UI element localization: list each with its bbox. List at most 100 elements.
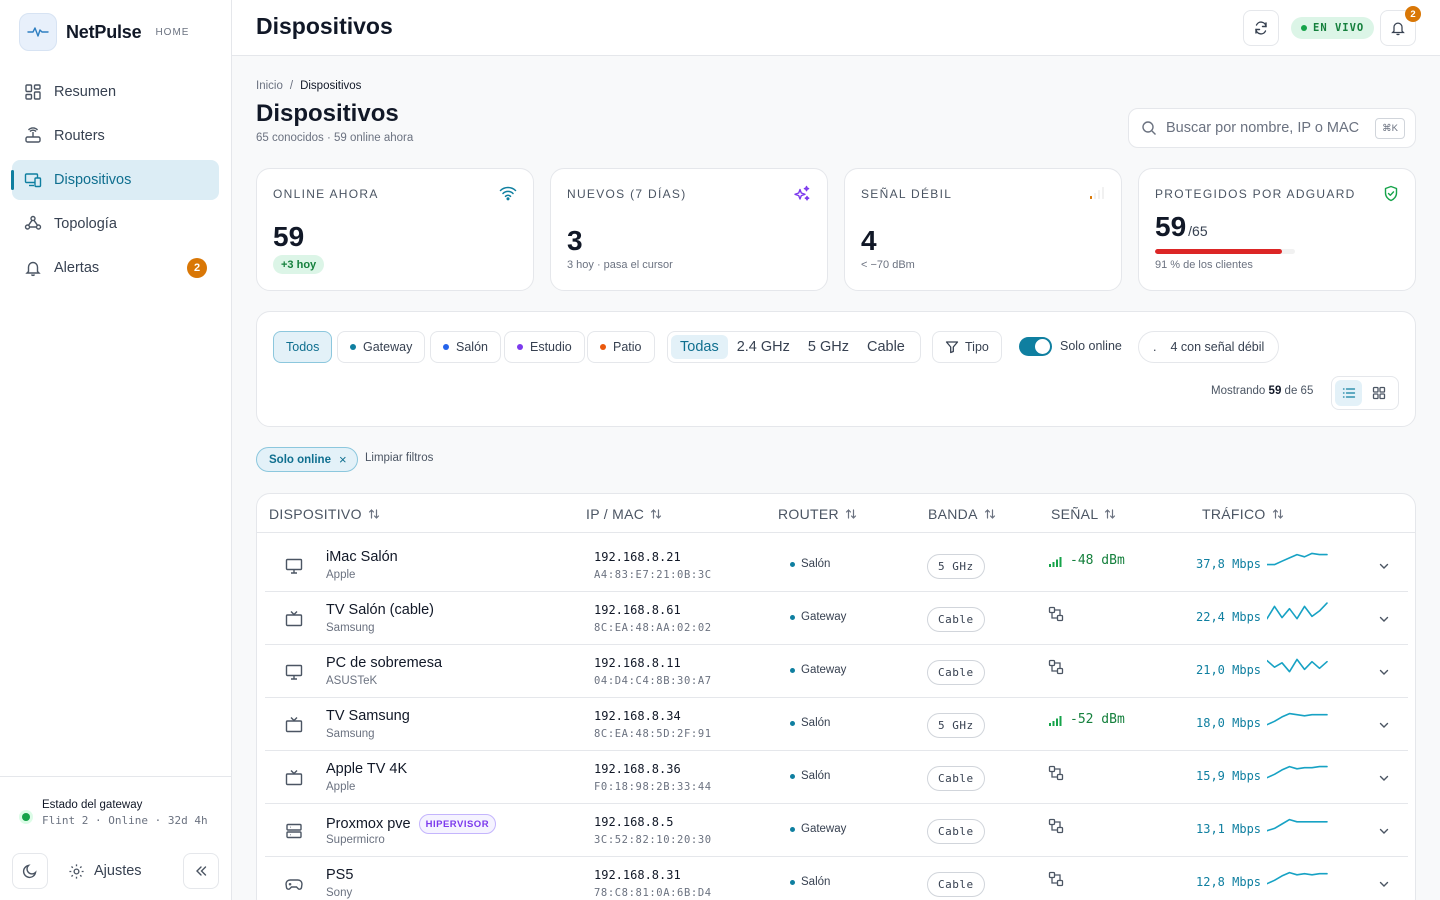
- refresh-icon: [1255, 21, 1267, 35]
- sidebar-item-dispositivos[interactable]: Dispositivos: [11, 160, 219, 200]
- gateway-status-detail: Flint 2 · Online · 32d 4h: [42, 814, 208, 827]
- device-band-badge: Cable: [927, 607, 985, 632]
- band-filter-5ghz[interactable]: 5 GHz: [807, 339, 849, 355]
- desktop-icon: [285, 558, 303, 574]
- results-total: 65: [1300, 385, 1314, 397]
- stat-badge: +3 hoy: [273, 255, 325, 274]
- collapse-sidebar-button[interactable]: [183, 853, 219, 889]
- sidebar-item-alertas[interactable]: Alertas 2: [12, 248, 219, 288]
- device-signal: [1048, 765, 1072, 781]
- band-filter-cable[interactable]: Cable: [866, 339, 905, 355]
- table-row[interactable]: PC de sobremesa ASUSTeK 192.168.8.11 04:D4:…: [265, 645, 1408, 698]
- expand-row-button[interactable]: [1378, 665, 1390, 683]
- brand[interactable]: NetPulse HOME: [19, 13, 189, 51]
- device-router: Gateway: [790, 664, 846, 676]
- grid-view-button[interactable]: [1365, 380, 1392, 406]
- device-name: Apple TV 4K: [326, 761, 407, 777]
- live-status-badge: EN VIVO: [1291, 17, 1375, 39]
- stat-label: SEÑAL DÉBIL: [861, 187, 953, 201]
- device-traffic: 12,8 Mbps: [1196, 875, 1262, 889]
- column-header-signal[interactable]: SEÑAL: [1051, 506, 1116, 522]
- notifications-button[interactable]: 2: [1380, 6, 1421, 46]
- chip-label: 4 con señal débil: [1170, 340, 1265, 354]
- weak-signal-prefix: .: [1153, 340, 1157, 354]
- column-header-device[interactable]: DISPOSITIVO: [269, 506, 380, 522]
- expand-row-button[interactable]: [1378, 559, 1390, 577]
- expand-row-button[interactable]: [1378, 824, 1390, 842]
- traffic-sparkline-line: [1266, 552, 1328, 566]
- router-filter-salon[interactable]: Salón: [430, 331, 501, 363]
- column-header-router[interactable]: ROUTER: [778, 506, 857, 522]
- settings-button[interactable]: Ajustes: [68, 863, 142, 880]
- traffic-sparkline-line: [1266, 712, 1328, 726]
- table-row[interactable]: PS5 Sony 192.168.8.31 78:C8:81:0A:6B:D4 Saló…: [265, 857, 1408, 900]
- column-header-traffic[interactable]: TRÁFICO: [1202, 506, 1284, 522]
- sidebar-item-label: Dispositivos: [54, 172, 132, 188]
- filter-icon: [945, 341, 959, 354]
- chip-label: Patio: [613, 340, 642, 354]
- expand-row-button[interactable]: [1378, 771, 1390, 789]
- list-icon: [1342, 388, 1355, 398]
- chip-label: Tipo: [965, 340, 989, 354]
- sidebar-item-resumen[interactable]: Resumen: [12, 72, 219, 112]
- column-header-ip-mac[interactable]: IP / MAC: [586, 506, 662, 522]
- column-header-label: SEÑAL: [1051, 506, 1099, 522]
- close-icon[interactable]: ×: [338, 452, 347, 467]
- sort-icon: [1105, 509, 1116, 519]
- stat-card-new[interactable]: NUEVOS (7 DÍAS) 3 3 hoy · pasa el cursor: [550, 168, 828, 291]
- list-view-button[interactable]: [1335, 380, 1362, 406]
- active-filter-chip[interactable]: Solo online ×: [256, 447, 358, 472]
- expand-row-button[interactable]: [1378, 877, 1390, 895]
- breadcrumb-separator: /: [289, 80, 294, 92]
- device-router: Salón: [790, 770, 830, 782]
- table-row[interactable]: iMac Salón Apple 192.168.8.21 A4:83:E7:21:0…: [265, 539, 1408, 592]
- grid-icon: [1372, 386, 1385, 400]
- device-type-icon: [285, 769, 303, 792]
- type-filter-button[interactable]: Tipo: [932, 331, 1002, 363]
- band-filter-todas[interactable]: Todas: [671, 335, 728, 359]
- router-color-dot: [350, 344, 356, 350]
- sidebar-item-topologia[interactable]: Topología: [12, 204, 219, 244]
- device-type-icon: [285, 663, 303, 686]
- device-router: Salón: [790, 876, 830, 888]
- tv-icon: [285, 770, 303, 786]
- device-band-badge: Cable: [927, 660, 985, 685]
- traffic-sparkline: [1266, 600, 1329, 631]
- device-ip: 192.168.8.11: [594, 656, 681, 670]
- table-row[interactable]: Apple TV 4K Apple 192.168.8.36 F0:18:98:2B:…: [265, 751, 1408, 804]
- ethernet-icon: [1048, 659, 1064, 675]
- refresh-button[interactable]: [1243, 10, 1279, 46]
- table-row[interactable]: Proxmox pve HIPERVISOR Supermicro 192.168.8…: [265, 804, 1408, 857]
- weak-signal-filter-chip[interactable]: . 4 con señal débil: [1138, 331, 1280, 363]
- band-filter-24ghz[interactable]: 2.4 GHz: [736, 339, 790, 355]
- stat-value-total: /65: [1188, 223, 1208, 239]
- traffic-sparkline: [1266, 812, 1329, 843]
- table-row[interactable]: TV Samsung Samsung 192.168.8.34 8C:EA:48:5D…: [265, 698, 1408, 751]
- device-vendor: Samsung: [326, 622, 375, 634]
- notification-count-badge: 2: [1405, 6, 1421, 22]
- search-input[interactable]: Buscar por nombre, IP o MAC ⌘K: [1128, 108, 1416, 148]
- app-tag: HOME: [155, 26, 190, 38]
- stat-label: ONLINE AHORA: [273, 187, 379, 201]
- stat-card-weak-signal: SEÑAL DÉBIL 4 < −70 dBm: [844, 168, 1122, 291]
- breadcrumb-home[interactable]: Inicio: [256, 80, 283, 92]
- expand-row-button[interactable]: [1378, 612, 1390, 630]
- column-header-band[interactable]: BANDA: [928, 506, 996, 522]
- router-filter-gateway[interactable]: Gateway: [337, 331, 426, 363]
- device-name-text: PS5: [326, 867, 354, 883]
- online-only-toggle[interactable]: [1019, 337, 1052, 356]
- device-mac: 3C:52:82:10:20:30: [594, 834, 712, 846]
- table-row[interactable]: TV Salón (cable) Samsung 192.168.8.61 8C:EA…: [265, 592, 1408, 645]
- clear-filters-link[interactable]: Limpiar filtros: [365, 452, 434, 464]
- router-filter-patio[interactable]: Patio: [587, 331, 655, 363]
- expand-row-button[interactable]: [1378, 718, 1390, 736]
- router-filter-todos[interactable]: Todos: [273, 331, 333, 363]
- router-filter-estudio[interactable]: Estudio: [504, 331, 585, 363]
- sidebar-item-routers[interactable]: Routers: [12, 116, 219, 156]
- router-dot: [790, 826, 795, 832]
- search-placeholder: Buscar por nombre, IP o MAC: [1166, 120, 1360, 136]
- device-ip: 192.168.8.5: [594, 815, 674, 829]
- sidebar-item-label: Resumen: [54, 84, 117, 100]
- device-mac: 78:C8:81:0A:6B:D4: [594, 887, 712, 899]
- theme-toggle-button[interactable]: [12, 853, 48, 889]
